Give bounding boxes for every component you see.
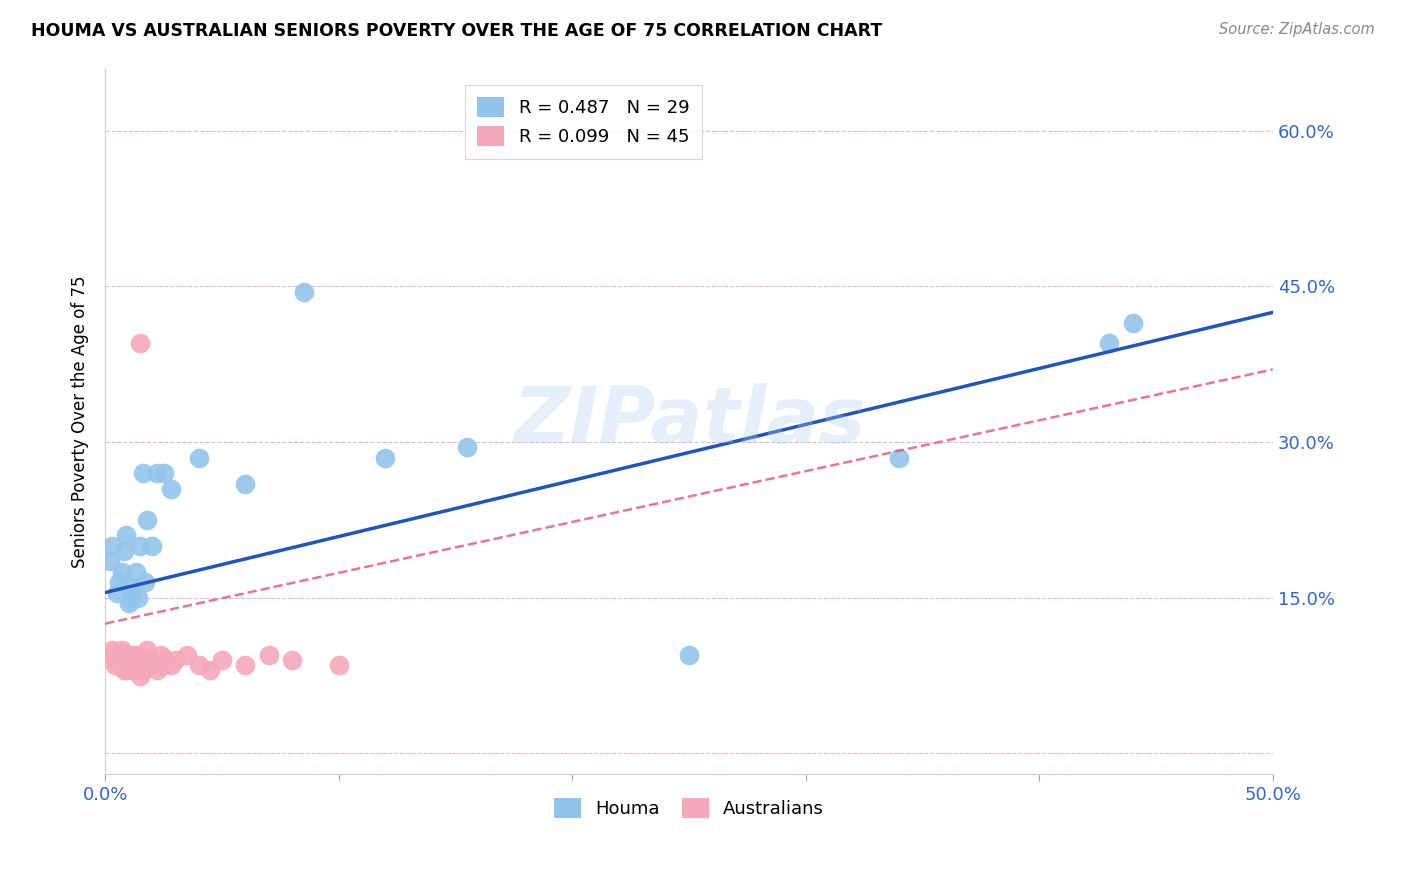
Y-axis label: Seniors Poverty Over the Age of 75: Seniors Poverty Over the Age of 75 — [72, 275, 89, 567]
Point — [292, 285, 315, 299]
Point — [136, 642, 159, 657]
Point — [117, 658, 139, 673]
Point — [115, 664, 138, 678]
Point — [112, 544, 135, 558]
Point — [129, 668, 152, 682]
Point — [145, 664, 167, 678]
Point — [115, 528, 138, 542]
Point — [141, 539, 163, 553]
Point — [211, 653, 233, 667]
Point — [152, 467, 174, 481]
Text: ZIPatlas: ZIPatlas — [513, 384, 865, 459]
Point — [108, 575, 131, 590]
Point — [257, 648, 280, 662]
Point — [110, 565, 132, 579]
Point — [136, 513, 159, 527]
Point — [117, 648, 139, 662]
Point — [108, 653, 131, 667]
Point — [131, 467, 153, 481]
Point — [124, 648, 146, 662]
Point — [145, 467, 167, 481]
Point — [159, 482, 181, 496]
Point — [120, 591, 142, 605]
Point — [122, 580, 145, 594]
Point — [150, 648, 173, 662]
Point — [110, 658, 132, 673]
Point — [127, 591, 149, 605]
Point — [187, 658, 209, 673]
Point — [108, 648, 131, 662]
Point — [112, 648, 135, 662]
Point — [1098, 336, 1121, 351]
Point — [159, 658, 181, 673]
Point — [127, 664, 149, 678]
Point — [374, 450, 396, 465]
Point — [165, 653, 187, 667]
Point — [134, 653, 156, 667]
Point — [122, 658, 145, 673]
Point — [120, 664, 142, 678]
Point — [105, 585, 128, 599]
Point — [281, 653, 304, 667]
Point — [101, 642, 124, 657]
Point — [120, 653, 142, 667]
Legend: Houma, Australians: Houma, Australians — [547, 790, 831, 825]
Point — [131, 664, 153, 678]
Point — [127, 653, 149, 667]
Point — [115, 653, 138, 667]
Point — [456, 440, 478, 454]
Point — [200, 664, 222, 678]
Point — [233, 658, 256, 673]
Point — [112, 664, 135, 678]
Point — [152, 658, 174, 673]
Point — [122, 648, 145, 662]
Point — [131, 653, 153, 667]
Point — [233, 476, 256, 491]
Point — [98, 554, 121, 568]
Point — [110, 642, 132, 657]
Text: HOUMA VS AUSTRALIAN SENIORS POVERTY OVER THE AGE OF 75 CORRELATION CHART: HOUMA VS AUSTRALIAN SENIORS POVERTY OVER… — [31, 22, 882, 40]
Point — [129, 539, 152, 553]
Point — [103, 658, 125, 673]
Point — [117, 596, 139, 610]
Point — [889, 450, 911, 465]
Point — [155, 653, 177, 667]
Point — [134, 575, 156, 590]
Point — [176, 648, 198, 662]
Point — [141, 653, 163, 667]
Point — [1122, 316, 1144, 330]
Point — [98, 648, 121, 662]
Point — [124, 565, 146, 579]
Point — [105, 653, 128, 667]
Point — [129, 336, 152, 351]
Point — [124, 658, 146, 673]
Point — [138, 658, 160, 673]
Text: Source: ZipAtlas.com: Source: ZipAtlas.com — [1219, 22, 1375, 37]
Point — [101, 539, 124, 553]
Point — [678, 648, 700, 662]
Point — [129, 658, 152, 673]
Point — [187, 450, 209, 465]
Point — [328, 658, 350, 673]
